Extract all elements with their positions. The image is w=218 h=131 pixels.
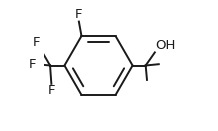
Text: F: F bbox=[75, 8, 83, 21]
Text: F: F bbox=[48, 84, 55, 97]
Text: F: F bbox=[33, 36, 40, 49]
Text: F: F bbox=[29, 58, 36, 71]
Text: OH: OH bbox=[155, 39, 176, 52]
